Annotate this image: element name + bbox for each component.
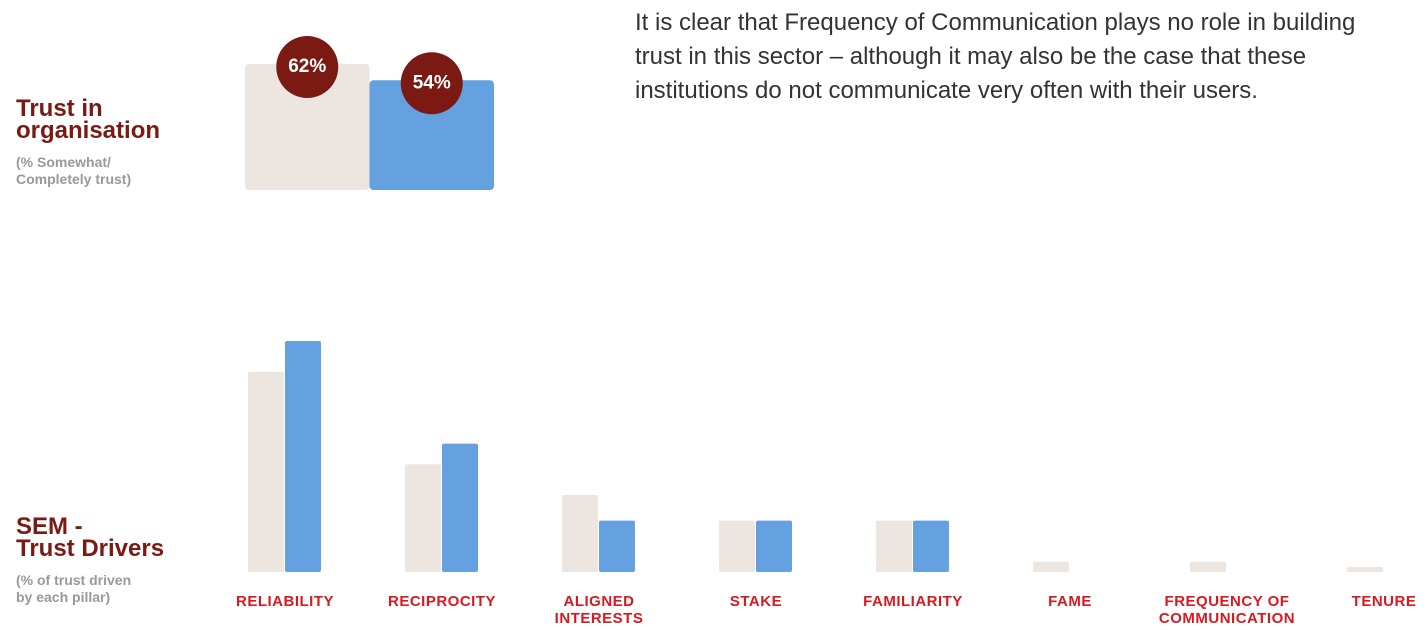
bar [369,80,494,190]
x-tick-label: FAME [1048,593,1092,610]
bar [245,64,370,190]
bar [719,520,755,572]
value-label: 54% [413,72,451,93]
value-badge [276,36,339,98]
x-tick-label: TENURE [1351,593,1417,610]
bar [285,341,321,572]
value-label: 62% [288,56,326,77]
bar [1190,561,1226,572]
subtitle: (% Somewhat/ Completely trust) [16,154,132,187]
x-tick-label: RELIABILITY [236,593,334,610]
x-tick-label: RECIPROCITY [387,593,496,610]
bar [442,443,478,572]
bar [876,520,912,572]
bar [1347,566,1383,572]
bar [1033,561,1069,572]
bar [913,520,949,572]
title: SEM - Trust Drivers [16,513,165,562]
bar [248,371,284,572]
title: Trust in organisation [16,95,161,144]
x-tick-label: STAKE [729,593,783,610]
x-tick-label: FAMILIARITY [863,593,963,610]
bar [562,495,598,572]
value-badge [400,52,463,115]
bar [599,520,635,572]
x-tick-label: FREQUENCY OF COMMUNICATION [1158,593,1296,627]
bar [756,520,792,572]
subtitle: (% of trust driven by each pillar) [16,572,132,605]
paragraph: It is clear that Frequency of Communicat… [635,9,1356,104]
bar [405,464,441,572]
x-tick-label: ALIGNED INTERESTS [554,593,644,627]
